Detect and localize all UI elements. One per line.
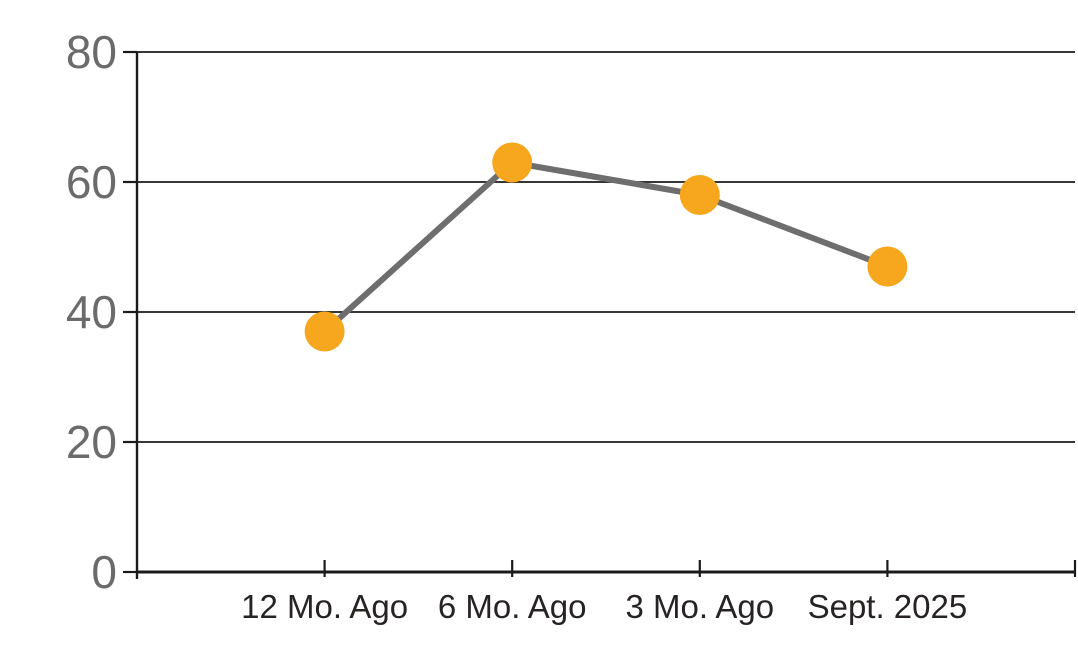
x-axis-category-label: 6 Mo. Ago: [438, 588, 587, 625]
data-point-marker: [679, 175, 720, 215]
x-axis-category-label: Sept. 2025: [808, 588, 968, 625]
y-axis-tick-label: 60: [66, 156, 117, 208]
data-point-marker: [492, 142, 533, 183]
data-point-marker: [304, 311, 345, 352]
x-axis-category-label: 12 Mo. Ago: [241, 588, 408, 625]
x-axis-category-label: 3 Mo. Ago: [625, 588, 774, 625]
data-point-marker: [867, 246, 908, 287]
y-axis-tick-label: 0: [91, 546, 117, 598]
y-axis-tick-label: 80: [66, 26, 117, 78]
y-axis-tick-label: 20: [66, 416, 117, 468]
y-axis-tick-label: 40: [66, 286, 117, 338]
data-line: [321, 159, 891, 335]
